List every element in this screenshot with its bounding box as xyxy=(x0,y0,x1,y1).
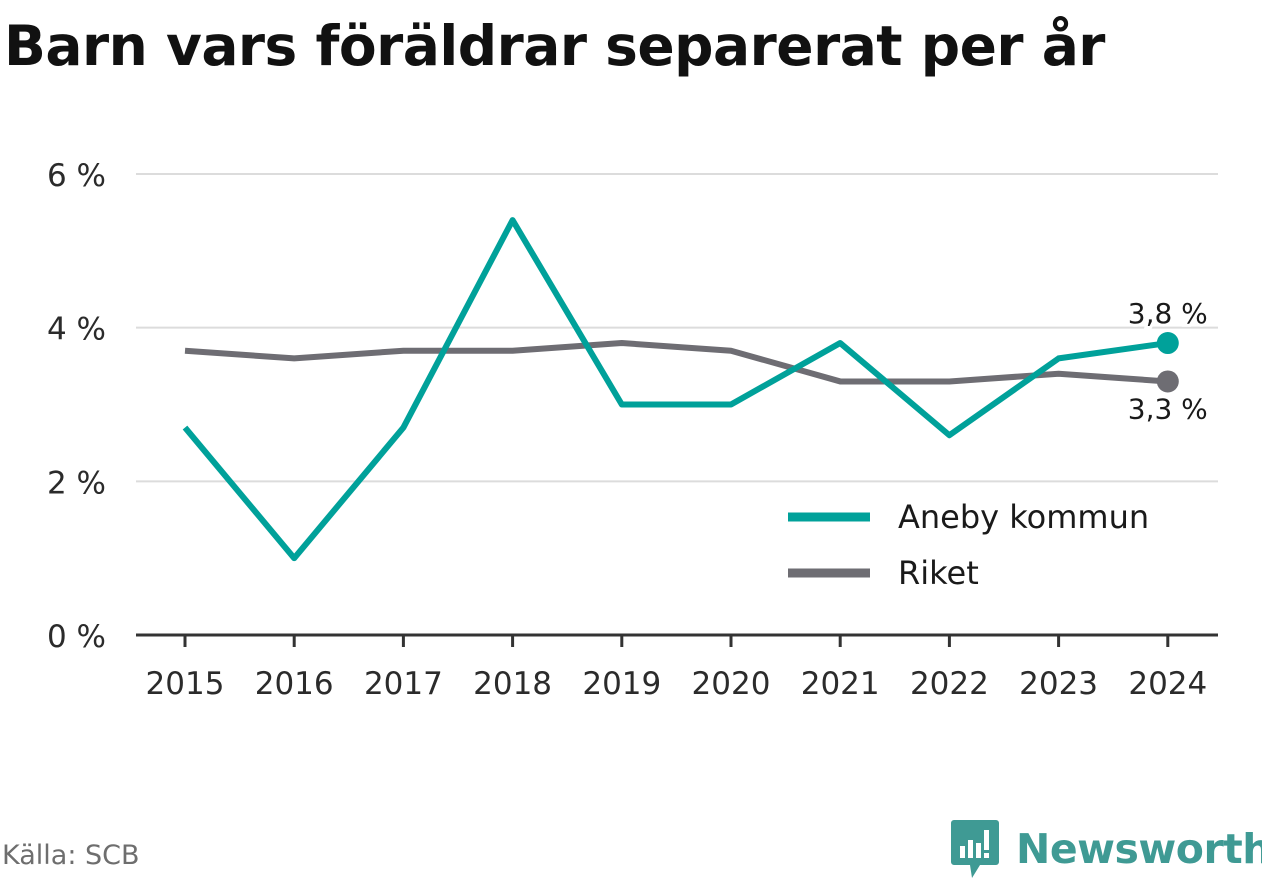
x-tick-label: 2015 xyxy=(146,666,225,702)
newsworthy-logo-icon xyxy=(951,820,999,878)
end-point xyxy=(1156,332,1179,355)
series-line xyxy=(184,340,1169,385)
x-tick-label: 2020 xyxy=(692,666,771,702)
source-note: Källa: SCB xyxy=(2,840,140,871)
x-tick-label: 2024 xyxy=(1128,666,1207,702)
x-tick-label: 2016 xyxy=(255,666,334,702)
x-axis xyxy=(136,633,1218,647)
legend-label: Aneby kommun xyxy=(898,498,1149,536)
data-label: 3,3 % xyxy=(1128,392,1208,425)
x-tick-labels: 2015 2016 2017 2018 2019 2020 2021 2022 2023 2024 xyxy=(146,666,1208,702)
x-tick-label: 2017 xyxy=(364,666,443,702)
y-tick-label: 2 % xyxy=(47,465,106,501)
series-lines xyxy=(182,217,1179,562)
end-labels: 3,8 % 3,3 % xyxy=(1125,294,1211,428)
end-point xyxy=(1156,370,1179,393)
y-tick-label: 6 % xyxy=(47,158,106,194)
x-tick-label: 2023 xyxy=(1019,666,1098,702)
y-tick-label: 4 % xyxy=(47,312,106,348)
chart-title: Barn vars föräldrar separerat per år xyxy=(4,14,1105,78)
y-axis: 0 % 2 % 4 % 6 % xyxy=(47,158,106,655)
gridlines xyxy=(136,173,1218,483)
x-tick-label: 2022 xyxy=(910,666,989,702)
brand-logo: Newsworthy xyxy=(950,818,1262,880)
series-line xyxy=(182,217,1169,562)
legend: Aneby kommun Riket xyxy=(788,498,1149,592)
data-label: 3,8 % xyxy=(1128,297,1208,330)
x-tick-label: 2021 xyxy=(801,666,880,702)
brand-name: Newsworthy xyxy=(1016,825,1262,873)
x-tick-label: 2018 xyxy=(473,666,552,702)
y-tick-label: 0 % xyxy=(47,619,106,655)
legend-label: Riket xyxy=(898,554,979,592)
x-tick-label: 2019 xyxy=(582,666,661,702)
